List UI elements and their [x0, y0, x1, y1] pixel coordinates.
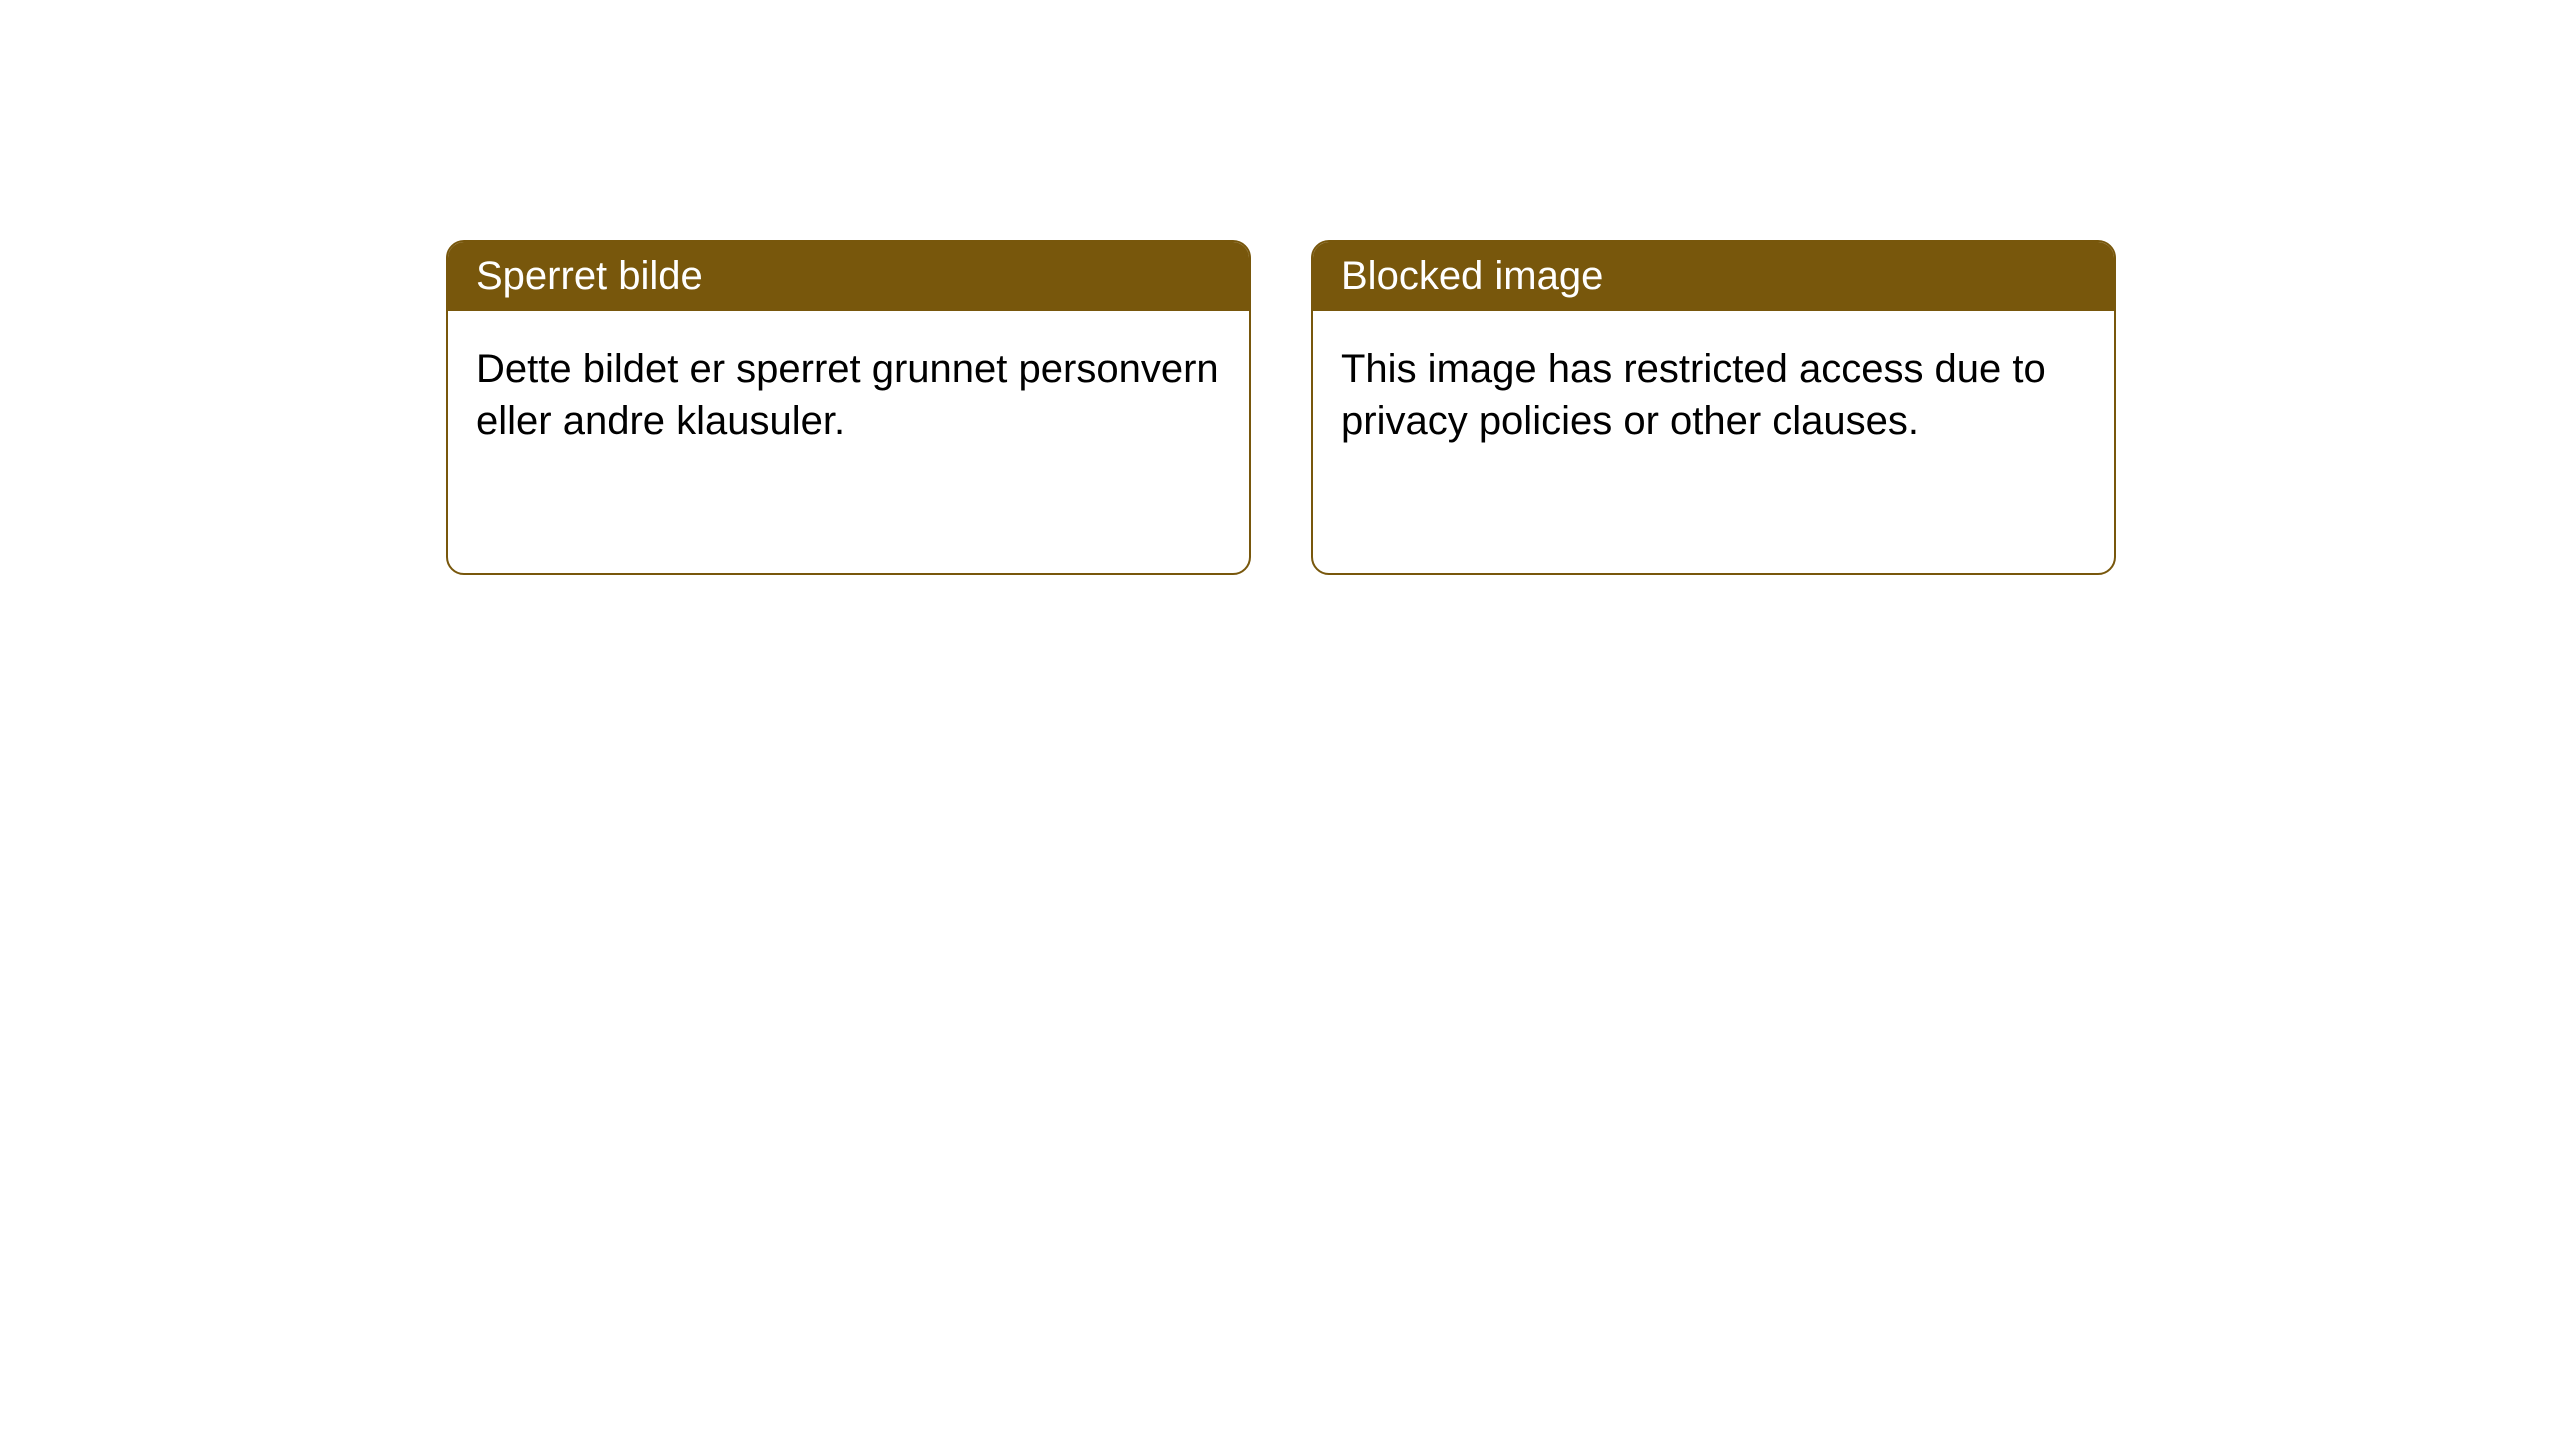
blocked-image-cards: Sperret bilde Dette bildet er sperret gr…	[446, 240, 2116, 575]
card-body-text: This image has restricted access due to …	[1341, 347, 2046, 443]
card-header-norwegian: Sperret bilde	[448, 242, 1249, 311]
card-header-english: Blocked image	[1313, 242, 2114, 311]
card-body-english: This image has restricted access due to …	[1313, 311, 2114, 479]
card-body-norwegian: Dette bildet er sperret grunnet personve…	[448, 311, 1249, 479]
blocked-image-card-norwegian: Sperret bilde Dette bildet er sperret gr…	[446, 240, 1251, 575]
card-title: Blocked image	[1341, 254, 1603, 298]
card-title: Sperret bilde	[476, 254, 703, 298]
card-body-text: Dette bildet er sperret grunnet personve…	[476, 347, 1219, 443]
blocked-image-card-english: Blocked image This image has restricted …	[1311, 240, 2116, 575]
